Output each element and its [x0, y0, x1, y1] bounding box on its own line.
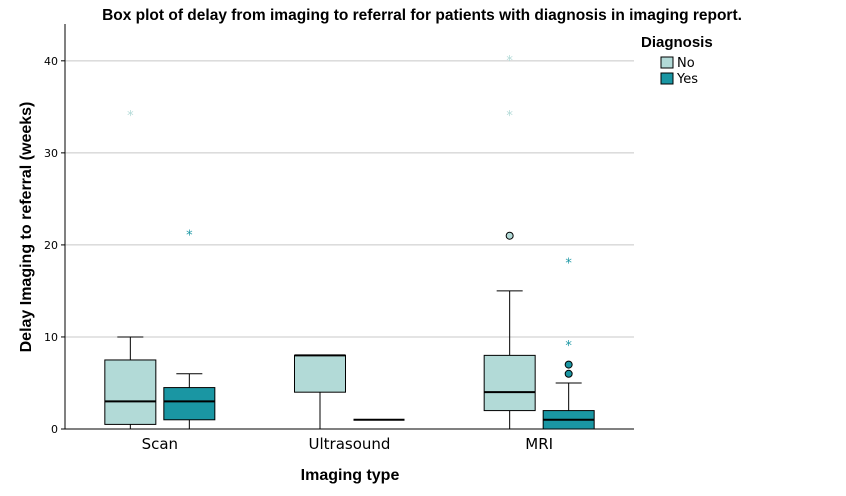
- gridlines: [65, 60, 634, 338]
- box-yes-mri: **: [542, 256, 595, 430]
- box-no-ultrasound: [294, 354, 346, 430]
- y-tick-label: 20: [44, 239, 58, 252]
- box-iqr: [294, 354, 346, 393]
- outlier-point: [505, 231, 514, 240]
- y-tick-label: 40: [44, 55, 58, 68]
- outlier-point: [564, 369, 573, 378]
- y-tick-label: 10: [44, 331, 58, 344]
- extreme-marker: *: [565, 256, 572, 271]
- legend-title: Diagnosis: [641, 34, 713, 51]
- legend-label-yes: Yes: [676, 72, 698, 87]
- box-iqr: [163, 387, 216, 421]
- x-tick-label: MRI: [525, 435, 553, 453]
- x-tick-label: Ultrasound: [309, 435, 391, 453]
- box-yes-scan: *: [163, 229, 216, 430]
- extreme-marker: *: [127, 109, 134, 124]
- y-axis-title: Delay Imaging to referral (weeks): [18, 102, 35, 353]
- chart-title: Box plot of delay from imaging to referr…: [102, 7, 742, 24]
- x-axis-title: Imaging type: [301, 467, 400, 484]
- legend-swatch-no: [660, 56, 674, 69]
- extreme-marker: *: [186, 229, 193, 244]
- box-no-scan: *: [104, 109, 157, 430]
- legend-label-no: No: [677, 56, 695, 71]
- outlier-point: [564, 360, 573, 369]
- y-tick-label: 30: [44, 147, 58, 160]
- axes: 0 10 20 30 40 Scan Ultrasound MRI: [44, 24, 634, 453]
- extreme-marker: *: [565, 339, 572, 354]
- box-iqr: [104, 359, 157, 425]
- extreme-marker: *: [506, 109, 513, 124]
- box-iqr: [483, 354, 536, 412]
- legend-swatch-yes: [660, 72, 674, 85]
- boxes: * *****: [104, 54, 595, 430]
- box-no-mri: **: [483, 54, 536, 430]
- x-tick-label: Scan: [142, 435, 178, 453]
- y-tick-label: 0: [51, 423, 58, 436]
- extreme-marker: *: [506, 54, 513, 69]
